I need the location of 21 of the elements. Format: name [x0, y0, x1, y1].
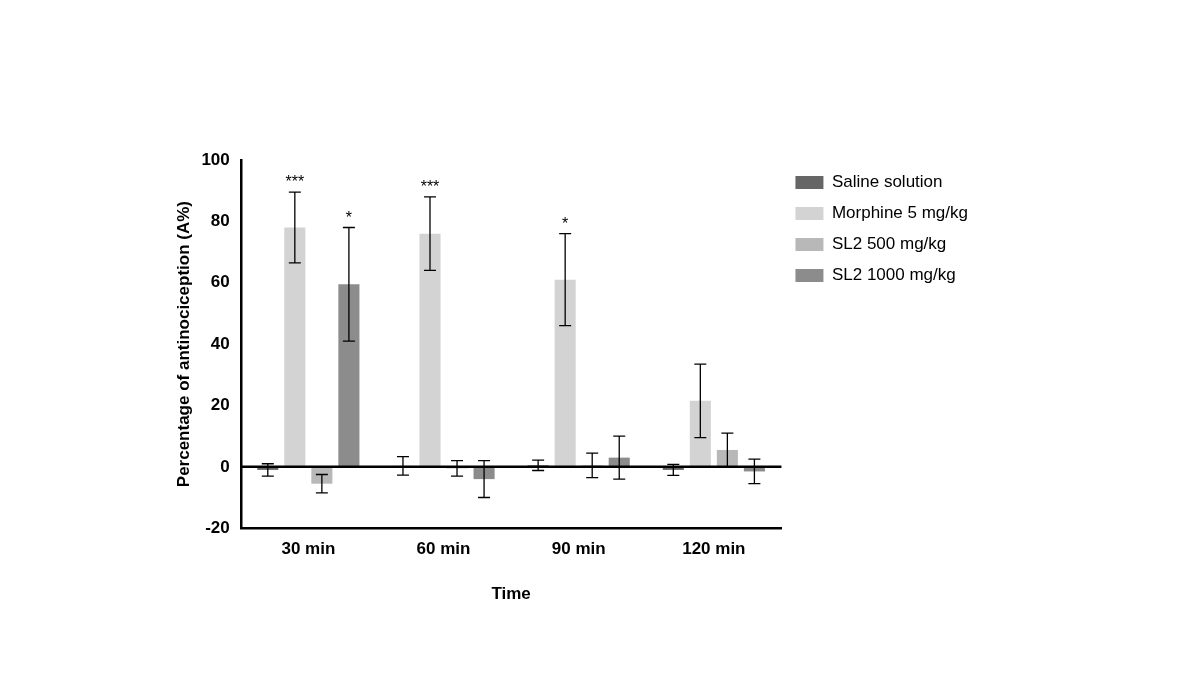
- legend-label: SL2 500 mg/kg: [831, 234, 947, 254]
- y-tick-label: 40: [210, 333, 230, 353]
- legend-label: Morphine 5 mg/kg: [831, 203, 969, 223]
- annotation: ***: [420, 177, 440, 195]
- x-tick-label: 120 min: [682, 539, 746, 559]
- legend-label: SL2 1000 mg/kg: [831, 265, 956, 285]
- legend-label: Saline solution: [831, 172, 943, 192]
- y-tick-label: 100: [201, 149, 230, 169]
- y-tick-label: 0: [220, 456, 230, 476]
- x-tick-label: 30 min: [281, 539, 336, 559]
- annotation: *: [345, 208, 353, 226]
- y-tick-label: 60: [210, 272, 230, 292]
- x-tick-label: 90 min: [551, 539, 606, 559]
- y-axis-title: Percentage of antinociception (A%): [173, 201, 193, 488]
- y-tick-label: -20: [205, 517, 230, 537]
- annotation: ***: [285, 173, 305, 191]
- annotation: *: [562, 214, 569, 232]
- y-tick-label: 80: [210, 211, 230, 231]
- x-tick-label: 60 min: [416, 539, 471, 559]
- x-axis-title: Time: [491, 584, 531, 604]
- y-tick-label: 20: [210, 395, 230, 415]
